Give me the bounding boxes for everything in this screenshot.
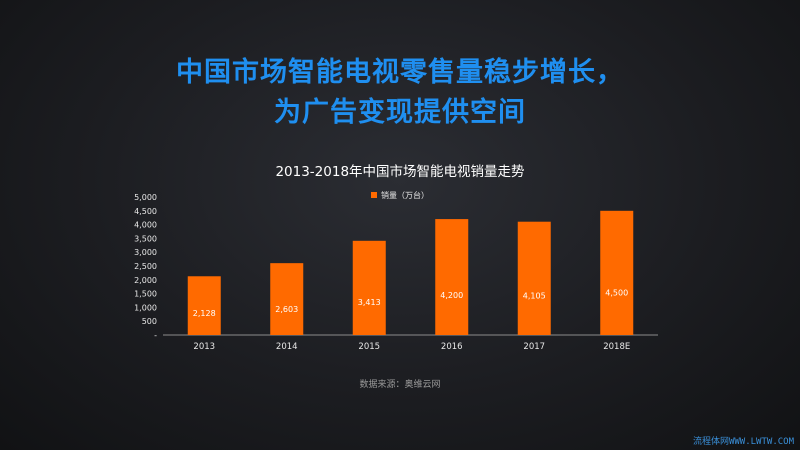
data-label: 3,413 [358,298,381,307]
y-tick-label: 2,000 [134,276,157,285]
x-tick-label: 2018E [603,342,630,352]
headline-line-1: 中国市场智能电视零售量稳步增长， [176,57,624,88]
x-tick-label: 2013 [193,342,215,352]
bar [600,210,634,335]
y-tick-label: 3,000 [134,248,157,257]
y-tick-label: 1,000 [134,303,157,312]
bar [435,219,469,335]
y-tick-label: 500 [142,317,157,326]
bar [352,240,386,335]
data-label: 4,105 [523,292,546,301]
y-tick-label: 1,500 [134,290,157,299]
headline-line-2: 为广告变现提供空间 [274,97,526,128]
x-tick-label: 2017 [523,342,545,352]
data-label: 2,603 [275,305,298,314]
x-tick-label: 2016 [441,342,463,352]
y-tick-label: - [154,331,157,340]
y-tick-label: 5,000 [134,193,157,202]
bar [517,221,551,335]
watermark: 流程体网WWW.LWTW.COM [692,437,794,447]
y-tick-label: 4,500 [134,207,157,216]
x-tick-label: 2014 [276,342,298,352]
data-label: 2,128 [193,309,216,318]
legend-label: 销量（万台） [381,190,429,200]
x-tick-label: 2015 [358,342,380,352]
y-tick-label: 3,500 [134,234,157,243]
chart-title: 2013-2018年中国市场智能电视销量走势 [275,164,525,180]
y-tick-label: 2,500 [134,262,157,271]
bar [270,263,304,335]
data-label: 4,200 [440,291,463,300]
data-source: 数据来源：奥维云网 [359,380,441,390]
legend-swatch [371,192,377,198]
data-label: 4,500 [605,288,628,297]
bar [187,276,221,335]
y-tick-label: 4,000 [134,221,157,230]
